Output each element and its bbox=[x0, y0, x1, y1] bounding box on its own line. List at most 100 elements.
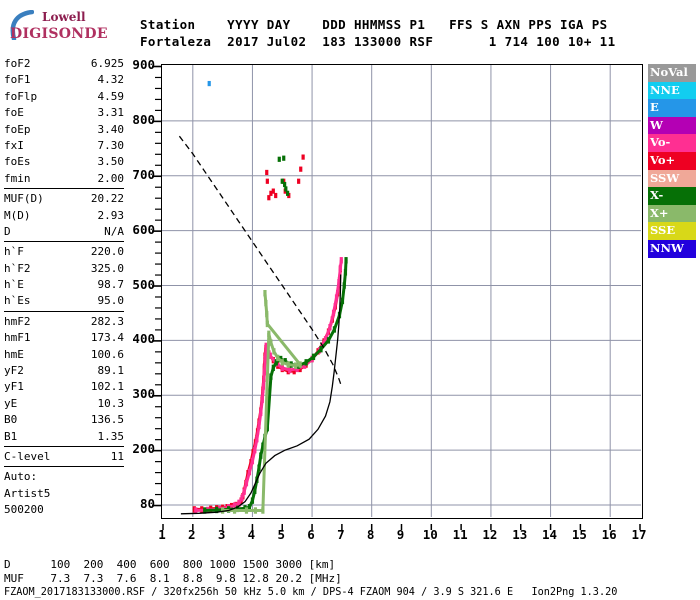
x-tick-label-16: 16 bbox=[601, 527, 617, 542]
param-key: C-level bbox=[4, 449, 51, 463]
x-tick-label-5: 5 bbox=[277, 527, 286, 542]
param-key: B0 bbox=[4, 413, 18, 427]
param-row-d: D N/A bbox=[4, 224, 124, 240]
param-group-muf: MUF(D) 20.22 M(D) 2.93 D N/A bbox=[4, 191, 125, 243]
param-value: 325.0 bbox=[90, 261, 124, 275]
header-line-1: Station YYYY DAY DDD HHMMSS P1 FFS S AXN… bbox=[140, 17, 608, 32]
param-group-profile: hmF2 282.3 hmF1 173.4 hmE 100.6 yF2 89.1 yF1 102.… bbox=[4, 314, 124, 447]
x-axis-ticks bbox=[161, 519, 643, 530]
param-value: 3.50 bbox=[97, 155, 125, 169]
param-value: 220.0 bbox=[90, 245, 124, 259]
y-tick-label-80: 80 bbox=[139, 496, 155, 512]
station-header: Station YYYY DAY DDD HHMMSS P1 FFS S AXN… bbox=[140, 16, 616, 50]
param-row-hme: hmE 100.6 bbox=[4, 347, 124, 363]
x-tick-label-3: 3 bbox=[217, 527, 226, 542]
param-row-yf2: yF2 89.1 bbox=[4, 363, 124, 379]
param-group-frequencies: foF2 6.925 foF1 4.32 foFlp 4.59 foE 3.31 foEp 3.4… bbox=[4, 56, 125, 190]
y-tick-label-200: 200 bbox=[132, 441, 155, 457]
param-value: 173.4 bbox=[90, 331, 124, 345]
param-key: foEp bbox=[4, 122, 31, 136]
param-row-fxi: fxI 7.30 bbox=[4, 138, 124, 154]
param-row-foflp: foFlp 4.59 bbox=[4, 89, 124, 105]
param-value: 136.5 bbox=[90, 413, 124, 427]
y-tick-label-800: 800 bbox=[132, 111, 155, 127]
param-key: foEs bbox=[4, 155, 31, 169]
y-tick-label-700: 700 bbox=[132, 166, 155, 182]
series-scatter-upper-green- bbox=[277, 155, 290, 196]
x-tick-label-6: 6 bbox=[307, 527, 315, 542]
param-key: hmF2 bbox=[4, 314, 31, 328]
param-value: 89.1 bbox=[97, 364, 125, 378]
param-row-b0: B0 136.5 bbox=[4, 412, 124, 428]
footer-distance-row: D 100 200 400 600 800 1000 1500 3000 [km… bbox=[4, 558, 336, 571]
legend-item-x[interactable]: X- bbox=[648, 187, 696, 205]
series-isolated-point-nne- bbox=[207, 80, 211, 87]
param-value: 102.1 bbox=[90, 380, 124, 394]
param-value: 10.3 bbox=[97, 396, 125, 410]
polarization-legend: NoVal NNE E W Vo- Vo+ SSW X- X+ SSE NNW bbox=[648, 64, 696, 258]
arc-icon bbox=[10, 10, 34, 40]
auto-line-0: Auto: bbox=[4, 470, 38, 484]
grid-lines bbox=[162, 65, 641, 517]
param-key: yF1 bbox=[4, 380, 24, 394]
param-row-mufd: MUF(D) 20.22 bbox=[4, 191, 124, 207]
param-value: 3.40 bbox=[97, 122, 125, 136]
legend-item-nnw[interactable]: NNW bbox=[648, 239, 696, 258]
param-value: 4.32 bbox=[97, 73, 125, 87]
x-tick-label-4: 4 bbox=[247, 527, 256, 542]
param-group-clevel: C-level 11 bbox=[4, 449, 124, 468]
param-value: 20.22 bbox=[90, 192, 124, 206]
param-group-virtual-heights: h`F 220.0 h`F2 325.0 h`E 98.7 h`Es 95.0 bbox=[4, 244, 124, 312]
legend-item-x[interactable]: X+ bbox=[648, 204, 696, 223]
param-row-he: h`E 98.7 bbox=[4, 277, 124, 293]
param-value: 6.925 bbox=[90, 57, 124, 70]
x-tick-label-12: 12 bbox=[482, 527, 498, 542]
legend-item-nne[interactable]: NNE bbox=[648, 81, 696, 100]
param-row-yf1: yF1 102.1 bbox=[4, 379, 124, 395]
param-row-b1: B1 1.35 bbox=[4, 429, 124, 445]
y-tick-label-900: 900 bbox=[132, 57, 155, 72]
param-key: hmF1 bbox=[4, 331, 31, 345]
series-x-trace-x-light-green- bbox=[221, 289, 302, 514]
legend-item-noval[interactable]: NoVal bbox=[648, 64, 696, 82]
param-row-hmf2: hmF2 282.3 bbox=[4, 314, 124, 330]
param-key: h`E bbox=[4, 278, 24, 292]
param-key: yF2 bbox=[4, 364, 24, 378]
param-row-ye: yE 10.3 bbox=[4, 396, 124, 412]
param-key: foF2 bbox=[4, 57, 31, 70]
param-key: foE bbox=[4, 106, 24, 120]
param-key: M(D) bbox=[4, 208, 31, 222]
series-scatter-upper-f-region- bbox=[265, 154, 305, 201]
legend-item-vo[interactable]: Vo- bbox=[648, 134, 696, 152]
legend-item-vo[interactable]: Vo+ bbox=[648, 151, 696, 170]
param-value: 2.93 bbox=[97, 208, 125, 222]
lowell-digisonde-logo: Lowell DIGISONDE bbox=[6, 6, 116, 48]
param-key: h`F2 bbox=[4, 261, 31, 275]
series-x-trace-x-dark-green- bbox=[203, 257, 348, 514]
param-row-hmf1: hmF1 173.4 bbox=[4, 330, 124, 346]
ionogram-plot[interactable] bbox=[161, 64, 643, 519]
param-value: 98.7 bbox=[97, 278, 125, 292]
legend-item-e[interactable]: E bbox=[648, 99, 696, 117]
param-value: 4.59 bbox=[97, 89, 125, 103]
auto-line-1: Artist5 bbox=[4, 486, 51, 500]
param-key: hmE bbox=[4, 347, 24, 361]
param-key: D bbox=[4, 224, 11, 238]
y-tick-label-500: 500 bbox=[132, 276, 155, 292]
param-value: 282.3 bbox=[90, 314, 124, 328]
legend-item-sse[interactable]: SSE bbox=[648, 222, 696, 240]
legend-item-w[interactable]: W bbox=[648, 116, 696, 135]
param-group-auto: Auto: Artist5 500200 bbox=[4, 469, 124, 519]
x-tick-label-1: 1 bbox=[158, 527, 166, 542]
param-value: 11 bbox=[110, 449, 124, 463]
y-tick-label-300: 300 bbox=[132, 386, 155, 402]
y-tick-label-400: 400 bbox=[132, 331, 155, 347]
ionogram-canvas bbox=[162, 65, 641, 517]
param-value: 7.30 bbox=[97, 138, 125, 152]
x-tick-label-17: 17 bbox=[631, 527, 647, 542]
param-key: B1 bbox=[4, 429, 18, 443]
legend-item-ssw[interactable]: SSW bbox=[648, 169, 696, 188]
param-row-fof1: foF1 4.32 bbox=[4, 72, 124, 88]
param-key: h`Es bbox=[4, 294, 31, 308]
x-tick-label-8: 8 bbox=[366, 527, 375, 542]
